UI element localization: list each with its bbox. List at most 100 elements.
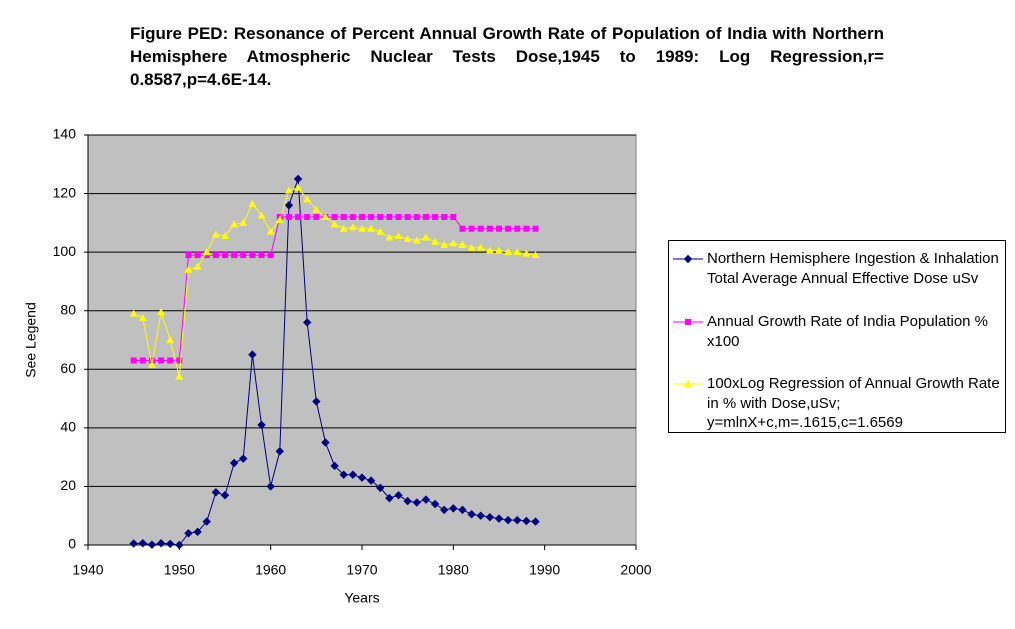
data-point bbox=[148, 357, 155, 364]
data-point bbox=[248, 199, 257, 207]
data-point bbox=[468, 225, 475, 232]
data-point bbox=[129, 309, 138, 317]
data-point bbox=[394, 232, 403, 240]
data-point bbox=[249, 252, 256, 259]
data-point bbox=[412, 498, 422, 507]
data-point bbox=[467, 510, 476, 519]
x-tick-label: 2000 bbox=[620, 562, 651, 578]
data-point bbox=[312, 397, 321, 406]
data-point bbox=[321, 438, 330, 447]
data-point bbox=[348, 470, 358, 479]
y-axis-label: See Legend bbox=[23, 302, 39, 378]
data-point bbox=[458, 240, 467, 248]
data-point bbox=[275, 447, 285, 456]
data-point bbox=[385, 233, 394, 241]
data-point bbox=[441, 214, 448, 220]
data-point bbox=[185, 252, 192, 259]
data-point bbox=[404, 214, 411, 220]
data-point bbox=[522, 516, 531, 526]
data-point bbox=[376, 483, 385, 493]
data-point bbox=[229, 458, 239, 468]
data-point bbox=[495, 246, 503, 254]
data-point bbox=[385, 493, 394, 503]
data-point bbox=[266, 482, 275, 491]
data-point bbox=[422, 214, 429, 220]
data-point bbox=[284, 201, 294, 210]
data-point bbox=[403, 496, 412, 506]
data-point bbox=[366, 476, 376, 485]
data-point bbox=[313, 214, 320, 220]
data-point bbox=[505, 225, 512, 232]
data-point bbox=[403, 234, 412, 242]
data-point bbox=[129, 539, 138, 548]
data-point bbox=[230, 220, 239, 228]
data-point bbox=[486, 225, 493, 232]
x-tick-label: 1990 bbox=[529, 562, 560, 578]
data-point bbox=[175, 540, 184, 550]
data-point bbox=[357, 473, 367, 482]
data-point bbox=[440, 240, 449, 248]
data-point bbox=[231, 252, 238, 259]
data-point bbox=[339, 224, 348, 232]
data-point bbox=[432, 214, 439, 220]
data-point bbox=[431, 237, 440, 245]
data-point bbox=[348, 223, 357, 231]
data-point bbox=[439, 505, 449, 515]
data-point bbox=[377, 214, 384, 220]
data-point bbox=[295, 214, 302, 220]
data-point bbox=[240, 252, 247, 259]
data-point bbox=[138, 539, 148, 548]
data-point bbox=[130, 357, 137, 364]
data-point bbox=[257, 211, 266, 219]
x-tick-label: 1940 bbox=[72, 562, 103, 578]
data-point bbox=[532, 225, 539, 232]
data-point bbox=[485, 512, 495, 522]
data-point bbox=[358, 224, 366, 232]
data-point bbox=[239, 218, 248, 226]
data-point bbox=[504, 248, 513, 256]
data-point bbox=[496, 225, 502, 232]
legend-swatch bbox=[673, 319, 703, 325]
data-point bbox=[522, 249, 531, 257]
legend-label: 100xLog Regression of Annual Growth Rate… bbox=[707, 375, 1000, 431]
data-point bbox=[449, 239, 458, 247]
data-point bbox=[386, 214, 393, 220]
data-point bbox=[285, 214, 292, 220]
data-point bbox=[513, 515, 522, 525]
data-point bbox=[459, 225, 466, 232]
y-tick-label: 100 bbox=[53, 243, 77, 259]
data-point bbox=[193, 527, 202, 537]
data-point bbox=[284, 186, 293, 194]
data-point bbox=[212, 252, 219, 259]
data-point bbox=[139, 357, 146, 364]
data-point bbox=[176, 357, 183, 364]
data-point bbox=[531, 517, 540, 526]
data-point bbox=[394, 491, 403, 500]
data-point bbox=[523, 225, 530, 232]
data-point bbox=[513, 248, 522, 256]
data-point bbox=[476, 511, 485, 520]
data-point bbox=[147, 540, 157, 549]
data-point bbox=[147, 360, 156, 368]
data-point bbox=[258, 252, 265, 259]
data-point bbox=[222, 252, 228, 259]
data-point bbox=[211, 488, 221, 497]
data-point bbox=[266, 227, 275, 235]
data-point bbox=[202, 517, 211, 526]
data-point bbox=[458, 505, 467, 515]
x-tick-label: 1970 bbox=[346, 562, 377, 578]
data-point bbox=[166, 336, 175, 343]
data-point bbox=[339, 470, 348, 479]
chart-title: Figure PED: Resonance of Percent Annual … bbox=[130, 24, 884, 89]
data-point bbox=[503, 515, 513, 525]
y-tick-label: 140 bbox=[53, 126, 77, 142]
data-point bbox=[293, 174, 303, 184]
data-point bbox=[303, 195, 312, 203]
data-point bbox=[359, 214, 365, 220]
data-point bbox=[138, 314, 147, 322]
data-point bbox=[683, 254, 693, 264]
data-point bbox=[330, 461, 339, 471]
data-point bbox=[302, 318, 312, 327]
legend: Northern Hemisphere Ingestion & Inhalati… bbox=[668, 240, 1006, 433]
data-point bbox=[184, 529, 193, 538]
